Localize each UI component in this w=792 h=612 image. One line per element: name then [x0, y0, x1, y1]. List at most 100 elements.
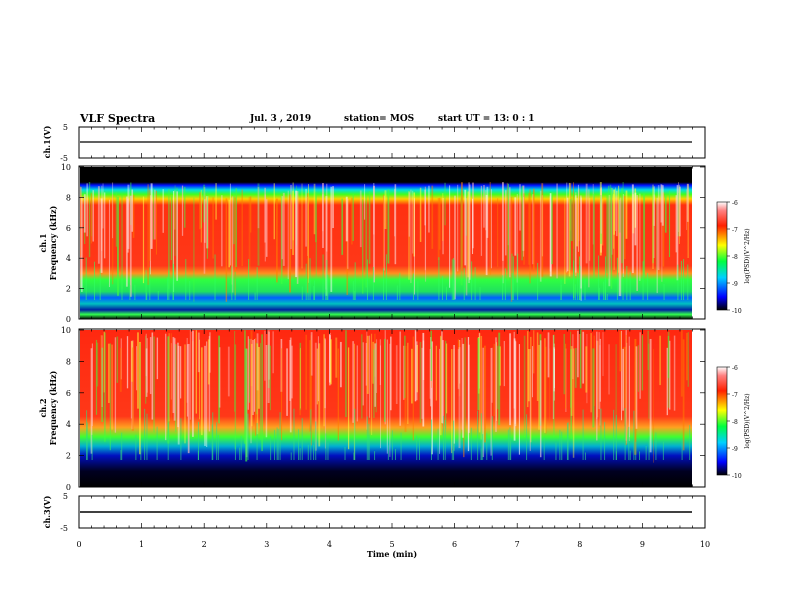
spectrogram-streak — [83, 194, 86, 233]
start-time-label: start UT = 13: 0 : 1 — [438, 114, 535, 124]
spectrogram-streak — [197, 332, 200, 373]
spectrogram-streak — [125, 196, 128, 287]
spectrogram-streak — [168, 333, 170, 422]
spectrogram-streak — [287, 190, 289, 280]
spectrogram-streak — [111, 344, 113, 430]
spectrogram-streak — [604, 421, 606, 460]
spectrogram-streak — [653, 348, 655, 463]
date-label: Jul. 3 , 2019 — [250, 114, 312, 124]
spectrogram-streak — [593, 194, 595, 278]
spectrogram-streak — [344, 446, 346, 460]
spectrogram-streak — [352, 341, 354, 423]
spectrogram-streak — [185, 259, 187, 300]
station-label: station= MOS — [344, 114, 415, 124]
spectrogram-streak — [221, 195, 223, 267]
spectrogram-streak — [395, 345, 398, 404]
spectrogram-streak — [90, 193, 92, 244]
spectrogram-streak — [552, 335, 554, 420]
spectrogram-streak — [547, 332, 550, 378]
spectrogram-streak — [317, 336, 319, 402]
spectrogram-streak — [510, 196, 513, 302]
spectrogram-streak — [383, 195, 385, 271]
spectrogram-streak — [659, 335, 661, 386]
ch2-spectrogram-yticks: 0 2 4 6 8 10 — [61, 326, 705, 492]
spectrogram-streak — [276, 427, 278, 460]
spectrogram-streak — [212, 197, 214, 259]
spectrogram-streak — [439, 335, 442, 436]
spectrogram-streak — [227, 346, 230, 397]
spectrogram-streak — [204, 199, 206, 243]
spectrogram-streak — [425, 196, 427, 282]
spectrogram-streak — [528, 192, 530, 265]
spectrogram-streak — [314, 192, 317, 243]
spectrogram-streak — [170, 333, 172, 422]
spectrogram-streak — [289, 337, 292, 433]
spectrogram-streak — [625, 334, 627, 446]
spectrogram-streak — [565, 343, 567, 409]
spectrogram-streak — [233, 192, 235, 245]
spectrogram-streak — [310, 335, 312, 446]
spectrogram-streak — [90, 348, 93, 454]
ch1-colorbar-label: log(PSD)(V^2/Hz) — [744, 228, 751, 283]
spectrogram-streak — [577, 272, 579, 300]
colorbar-tick-label: -6 — [732, 200, 738, 207]
spectrogram-streak — [457, 349, 460, 390]
spectrogram-streak — [326, 183, 328, 252]
spectrogram-streak — [509, 427, 511, 460]
ch2-spectrogram-image — [80, 330, 692, 487]
spectrogram-streak — [305, 188, 307, 247]
spectrogram-streak — [162, 189, 164, 233]
spectrogram-streak — [479, 333, 481, 433]
spectrogram-streak — [274, 429, 276, 460]
spectrogram-streak — [495, 337, 497, 432]
spectrogram-streak — [453, 345, 455, 444]
spectrogram-streak — [637, 345, 639, 392]
spectrogram-streak — [290, 452, 292, 460]
spectrogram-streak — [442, 415, 444, 460]
spectrogram-streak — [491, 416, 493, 460]
spectrogram-streak — [174, 185, 176, 256]
spectrogram-streak — [103, 331, 105, 393]
spectrogram-streak — [442, 193, 444, 241]
spectrogram-streak — [155, 190, 157, 255]
spectrogram-streak — [655, 432, 657, 460]
spectrogram-streak — [687, 184, 689, 258]
spectrogram-streak — [327, 274, 329, 300]
spectrogram-streak — [114, 337, 117, 433]
spectrogram-streak — [509, 333, 512, 426]
spectrogram-streak — [146, 413, 148, 460]
spectrogram-streak — [145, 348, 148, 397]
spectrogram-streak — [566, 423, 568, 460]
spectrogram-streak — [207, 339, 210, 385]
spectrogram-streak — [606, 293, 608, 300]
spectrogram-streak — [100, 198, 103, 273]
spectrogram-streak — [164, 333, 167, 441]
spectrogram-streak — [451, 349, 453, 454]
colorbar-tick-label: -7 — [732, 227, 738, 234]
spectrogram-streak — [139, 343, 141, 419]
spectrogram-streak — [596, 340, 598, 420]
y-tick-label: 8 — [66, 357, 71, 366]
spectrogram-streak — [561, 431, 563, 460]
spectrogram-streak — [273, 183, 275, 240]
spectrogram-streak — [678, 184, 680, 245]
spectrogram-streak — [353, 343, 355, 460]
spectrogram-streak — [477, 337, 480, 411]
spectrogram-streak — [411, 348, 413, 404]
spectrogram-streak — [193, 197, 195, 302]
spectrogram-streak — [575, 192, 577, 277]
spectrogram-streak — [400, 432, 402, 460]
spectrogram-streak — [265, 345, 268, 438]
ch1-spectrogram-ylabel-channel: ch.1 — [38, 233, 48, 252]
spectrogram-streak — [97, 186, 100, 264]
spectrogram-streak — [513, 331, 515, 409]
spectrogram-streak — [391, 430, 393, 460]
spectrogram-streak — [429, 349, 431, 399]
spectrogram-streak — [180, 346, 182, 399]
spectrogram-streak — [341, 198, 344, 255]
spectrogram-streak — [172, 260, 174, 300]
spectrogram-streak — [570, 346, 573, 416]
spectrogram-streak — [572, 348, 575, 458]
x-tick-label: 3 — [264, 540, 269, 549]
spectrogram-streak — [387, 445, 389, 460]
